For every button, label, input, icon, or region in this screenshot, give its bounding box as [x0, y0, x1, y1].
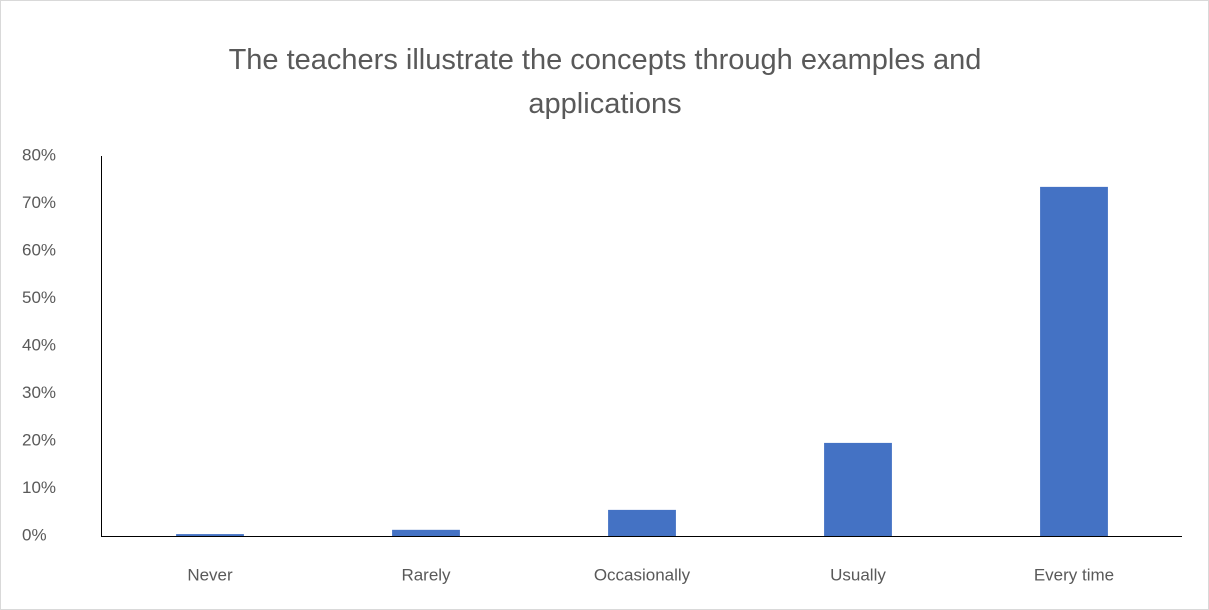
y-tick-label: 40%	[22, 335, 56, 354]
y-tick-label: 50%	[22, 288, 56, 307]
x-tick-label: Usually	[830, 565, 886, 584]
bar	[824, 442, 892, 536]
y-tick-label: 80%	[22, 145, 56, 164]
bar	[176, 534, 244, 536]
bar	[608, 509, 676, 536]
y-tick-label: 60%	[22, 240, 56, 259]
x-tick-label: Every time	[1034, 565, 1114, 584]
y-tick-label: 10%	[22, 478, 56, 497]
bar	[1040, 186, 1108, 536]
x-tick-label: Occasionally	[594, 565, 691, 584]
y-tick-label: 20%	[22, 430, 56, 449]
chart-title: The teachers illustrate the concepts thr…	[228, 44, 982, 120]
y-tick-label: 70%	[22, 193, 56, 212]
x-tick-label: Rarely	[401, 565, 451, 584]
bar	[392, 529, 460, 536]
y-tick-label: 0%	[22, 525, 47, 544]
y-tick-label: 30%	[22, 383, 56, 402]
x-tick-label: Never	[187, 565, 233, 584]
